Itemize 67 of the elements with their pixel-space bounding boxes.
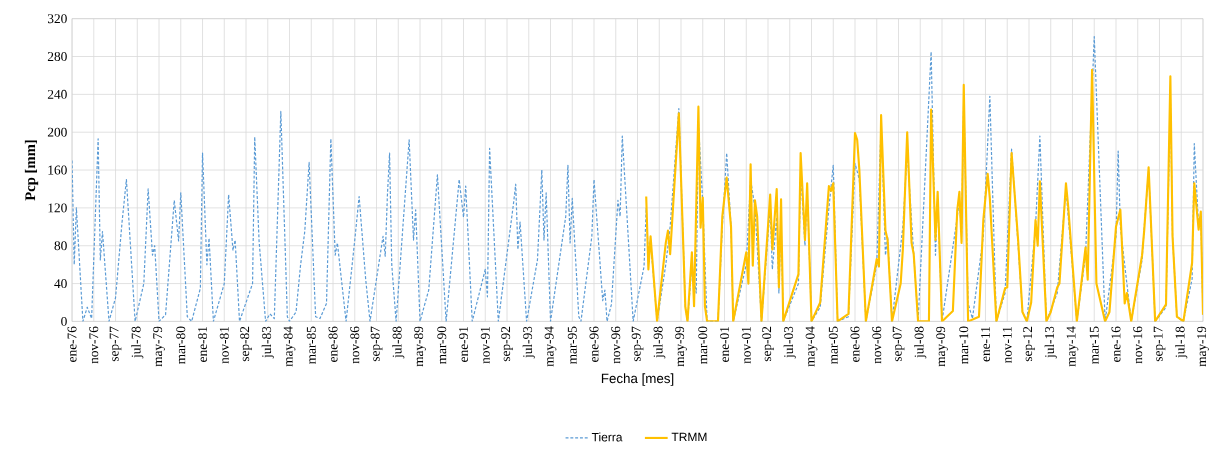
- y-tick-label: 120: [48, 203, 67, 213]
- x-tick-label: mar-95: [567, 326, 577, 365]
- x-tick-label: sep-07: [892, 326, 905, 362]
- x-tick-label: may-79: [153, 326, 165, 367]
- y-axis-title: Pcp [mm]: [24, 140, 39, 201]
- x-tick-label: mar-00: [698, 326, 708, 365]
- x-tick-label: may-14: [1066, 326, 1079, 367]
- x-tick-label: mar-10: [959, 326, 969, 365]
- x-tick-label: ene-01: [720, 326, 729, 362]
- x-tick-label: sep-77: [109, 326, 122, 362]
- x-tick-label: sep-87: [370, 326, 383, 362]
- x-tick-label: may-04: [805, 326, 818, 367]
- x-tick-label: nov-11: [1002, 326, 1012, 364]
- x-tick-label: sep-12: [1023, 326, 1035, 362]
- y-tick-label: 280: [47, 51, 67, 61]
- x-axis-title: Fecha [mes]: [601, 373, 674, 386]
- x-tick-label: ene-16: [1111, 326, 1121, 362]
- x-tick-label: nov-76: [89, 326, 99, 364]
- legend-label: TRMM: [671, 432, 707, 442]
- x-tick-label: may-09: [936, 326, 948, 367]
- x-tick-label: nov-96: [611, 326, 621, 364]
- x-tick-label: ene-86: [328, 326, 338, 362]
- legend-label: Tierra: [591, 432, 623, 442]
- x-tick-label: nov-91: [480, 326, 490, 364]
- x-tick-label: jul-83: [261, 326, 274, 359]
- x-tick-label: may-19: [1197, 326, 1209, 367]
- x-tick-label: ene-81: [198, 326, 208, 362]
- x-tick-label: mar-90: [437, 326, 447, 365]
- x-tick-label: may-84: [283, 326, 296, 367]
- x-tick-label: may-99: [675, 326, 687, 367]
- y-tick-label: 0: [61, 316, 67, 326]
- x-tick-label: sep-02: [762, 326, 774, 362]
- x-tick-label: ene-96: [589, 326, 599, 362]
- line-series: [645, 68, 1203, 322]
- x-tick-label: may-89: [414, 326, 426, 367]
- x-tick-label: nov-06: [872, 326, 882, 364]
- x-tick-label: mar-80: [176, 326, 186, 365]
- x-tick-label: jul-98: [653, 326, 666, 359]
- x-tick-label: jul-08: [914, 326, 927, 359]
- x-tick-label: jul-13: [1044, 326, 1057, 359]
- x-tick-label: jul-93: [522, 326, 535, 359]
- x-tick-label: mar-85: [306, 326, 316, 365]
- x-tick-label: ene-76: [67, 326, 77, 362]
- x-tick-label: ene-06: [850, 326, 860, 362]
- x-tick-label: mar-05: [828, 326, 838, 365]
- x-tick-label: nov-01: [741, 326, 751, 364]
- y-tick-label: 40: [54, 279, 67, 289]
- x-tick-label: nov-86: [350, 326, 360, 364]
- x-tick-label: may-94: [544, 326, 557, 367]
- x-tick-label: mar-15: [1089, 326, 1099, 365]
- x-tick-label: jul-88: [392, 326, 405, 359]
- x-tick-label: nov-81: [219, 326, 229, 364]
- y-tick-label: 160: [48, 165, 67, 175]
- x-tick-label: jul-78: [131, 326, 144, 359]
- x-tick-label: ene-91: [459, 326, 468, 362]
- x-tick-label: ene-11: [981, 326, 990, 362]
- x-tick-label: jul-03: [783, 326, 796, 359]
- x-tick-label: sep-82: [240, 326, 252, 362]
- y-tick-label: 200: [47, 127, 67, 137]
- x-tick-label: sep-17: [1153, 326, 1166, 362]
- x-tick-label: nov-16: [1133, 326, 1143, 364]
- x-tick-label: sep-97: [631, 326, 644, 362]
- y-tick-label: 240: [47, 89, 67, 99]
- x-tick-label: jul-18: [1175, 326, 1188, 359]
- y-tick-label: 80: [54, 241, 67, 251]
- y-tick-label: 320: [47, 14, 67, 24]
- x-tick-label: sep-92: [501, 326, 513, 362]
